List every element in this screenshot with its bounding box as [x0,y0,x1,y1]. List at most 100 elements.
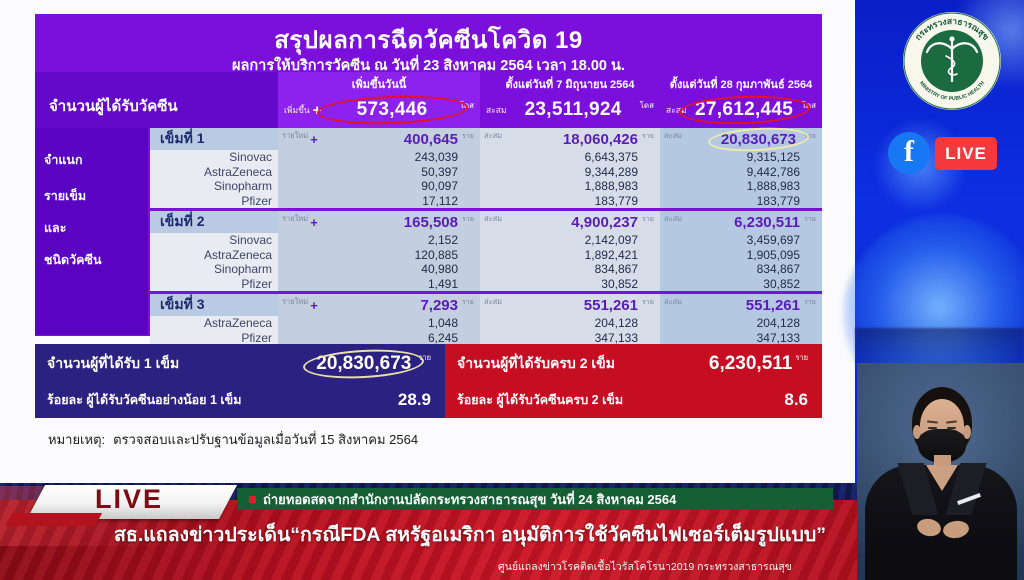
vaccine-row: Pfizer 6,245 347,133 347,133 [150,330,822,345]
vaccine-name: Pfizer [150,276,278,291]
interpreter-eye [947,427,956,429]
facebook-live-button: LIVE [935,137,997,170]
value-since-feb: 183,779 [660,193,822,208]
red-bullet-icon [249,495,256,503]
value-today: 6,245 [278,330,480,345]
vaccine-name: Sinopharm [150,179,278,194]
total-today: เพิ่มขึ้น + 573,446 โดส [278,94,480,126]
cumulative-label: สะสม [664,131,683,140]
vaccine-name: Sinovac [150,150,278,165]
column-header-since-jun7: ตั้งแต่วันที่ 7 มิถุนายน 2564 [505,79,635,91]
vaccine-name: Pfizer [150,330,278,345]
cumulative-label: สะสม [486,105,507,115]
cumulative-label: สะสม [664,297,683,306]
dose-today-value: 7,293 [420,296,458,314]
value-since-jun: 9,344,289 [480,164,660,179]
value-since-feb: 204,128 [660,316,822,331]
value-since-jun: 2,142,097 [480,233,660,248]
plus-sign: + [310,297,318,313]
vaccine-name: AstraZeneca [150,247,278,262]
person-unit: ราย [795,353,808,362]
vaccine-name: Pfizer [150,193,278,208]
column-since-feb28: ตั้งแต่วันที่ 28 กุมภาพันธ์ 2564 สะสม 27… [660,72,822,128]
value-since-jun: 183,779 [480,193,660,208]
dose-1-block: เข็มที่ 1 รายใหม่ + 400,645 ราย สะสม 18,… [150,128,822,208]
vaccine-row: Sinopharm 90,097 1,888,983 1,888,983 [150,179,822,194]
person-unit: ราย [642,299,654,306]
vaccine-row: Pfizer 17,112 183,779 183,779 [150,193,822,208]
sign-language-interpreter-box [857,363,1024,580]
person-unit: ราย [462,216,474,223]
table-sidebar: จำแนก รายเข็ม และ ชนิดวัคซีน [35,128,148,335]
dose-today-cell: รายใหม่ + 400,645 ราย [278,128,480,150]
slide-title: สรุปผลการฉีดวัคซีนโควิด 19 [274,27,583,54]
vaccine-row: Sinovac 2,152 2,142,097 3,459,697 [150,233,822,248]
news-banner: ถ่ายทอดสดจากสำนักงานปลัดกระทรวงสาธารณสุข… [0,483,1024,580]
dose-today-value: 400,645 [403,130,458,148]
facebook-live-badge: f LIVE [888,132,1018,176]
one-dose-summary-box: จำนวนผู้ที่ได้รับ 1 เข็ม 20,830,673 ราย … [35,344,445,418]
two-dose-summary-box: จำนวนผู้ที่ได้รับครบ 2 เข็ม 6,230,511 รา… [445,344,822,418]
dose1-cum-feb-value yellow-ellipse-annotation: 20,830,673 [717,131,800,148]
one-dose-pct-value: 28.9 [397,390,431,409]
person-unit: ราย [418,353,431,362]
sidebar-label: ชนิดวัคซีน [44,253,102,267]
person-unit: ราย [462,133,474,140]
dose-header-row: เข็มที่ 2 รายใหม่ + 165,508 ราย สะสม 4,9… [150,211,822,233]
cumulative-label: สะสม [484,214,503,223]
value-since-feb: 9,442,786 [660,164,822,179]
person-unit: ราย [462,299,474,306]
facebook-icon: f [888,132,930,174]
dose-cum-feb-value: 551,261 [745,296,800,314]
vaccine-row: AstraZeneca 50,397 9,344,289 9,442,786 [150,164,822,179]
value-today: 50,397 [278,164,480,179]
person-unit: ราย [804,216,816,223]
value-since-jun: 1,888,983 [480,179,660,194]
vaccine-row: Sinovac 243,039 6,643,375 9,315,125 [150,150,822,165]
vaccine-name: AstraZeneca [150,164,278,179]
two-dose-count-row: จำนวนผู้ที่ได้รับครบ 2 เข็ม 6,230,511 รา… [445,344,822,384]
plus-sign: + [310,131,318,147]
increase-label: เพิ่มขึ้น [284,105,310,115]
cumulative-label: สะสม [664,214,683,223]
two-dose-pct-label: ร้อยละ ผู้ได้รับวัคซีนครบ 2 เข็ม [457,393,624,407]
vaccine-row: Sinopharm 40,980 834,867 834,867 [150,262,822,277]
two-dose-pct-value: 8.6 [784,390,808,409]
dose-3-block: เข็มที่ 3 รายใหม่ + 7,293 ราย สะสม 551,2… [150,294,822,345]
slide-subtitle: ผลการให้บริการวัคซีน ณ วันที่ 23 สิงหาคม… [232,58,625,74]
total-since-feb28: สะสม 27,612,445 โดส [660,94,822,126]
value-since-jun: 1,892,421 [480,247,660,262]
person-unit: ราย [642,216,654,223]
new-label: รายใหม่ [282,297,309,306]
dose-cum-jun-value: 4,900,237 [571,213,638,231]
value-since-feb: 1,905,095 [660,247,822,262]
dose-header-row: เข็มที่ 1 รายใหม่ + 400,645 ราย สะสม 18,… [150,128,822,150]
dose-cum-jun-cell: สะสม 18,060,426 ราย [480,128,660,150]
column-today: เพิ่มขึ้นวันนี้ เพิ่มขึ้น + 573,446 โดส [278,72,480,128]
news-subcaption: ศูนย์แถลงข่าวโรคติดเชื้อไวรัสโคโรนา2019 … [498,561,792,573]
value-since-feb: 347,133 [660,330,822,345]
sidebar-label: และ [44,221,67,235]
footnote-label: หมายเหตุ: [48,432,106,447]
dose-groups: เข็มที่ 1 รายใหม่ + 400,645 ราย สะสม 18,… [150,128,822,345]
presentation-slide: สรุปผลการฉีดวัคซีนโควิด 19 ผลการให้บริกา… [0,0,857,483]
value-since-jun: 834,867 [480,262,660,277]
value-since-feb: 1,888,983 [660,179,822,194]
interpreter-ear [963,425,971,439]
cumulative-label: สะสม [484,131,503,140]
interpreter-eye [928,427,937,429]
vaccine-row: Pfizer 1,491 30,852 30,852 [150,276,822,291]
total-since-jun7-value: 23,511,924 [524,99,622,120]
value-since-jun: 204,128 [480,316,660,331]
two-dose-label: จำนวนผู้ที่ได้รับครบ 2 เข็ม [457,355,615,371]
value-since-jun: 347,133 [480,330,660,345]
value-today: 17,112 [278,193,480,208]
value-since-feb: 834,867 [660,262,822,277]
total-since-feb28-value red-ellipse-annotation: 27,612,445 [687,99,802,121]
one-dose-pct-label: ร้อยละ ผู้ได้รับวัคซีนอย่างน้อย 1 เข็ม [47,393,242,407]
dose-cum-jun-value: 551,261 [583,296,638,314]
broadcast-info-text: ถ่ายทอดสดจากสำนักงานปลัดกระทรวงสาธารณสุข… [263,491,677,507]
person-unit: ราย [642,133,654,140]
dose-label: เข็มที่ 2 [150,211,278,233]
vaccine-row: AstraZeneca 1,048 204,128 204,128 [150,316,822,331]
